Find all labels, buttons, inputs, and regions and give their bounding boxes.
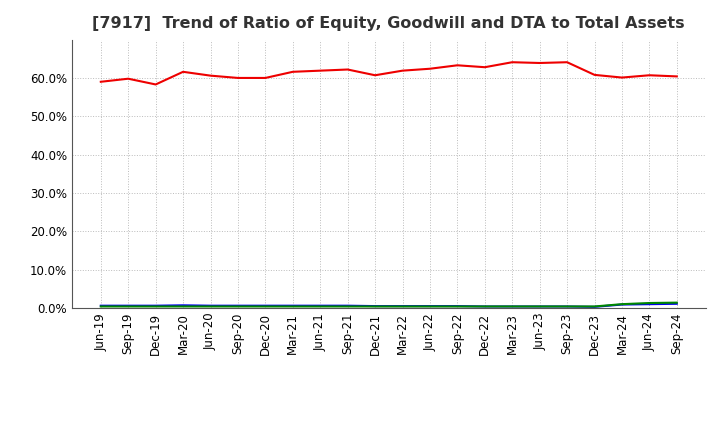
Deferred Tax Assets [536,304,544,309]
Line: Deferred Tax Assets: Deferred Tax Assets [101,303,677,307]
Deferred Tax Assets [206,304,215,309]
Equity [645,73,654,78]
Equity [453,62,462,68]
Goodwill [426,304,434,309]
Deferred Tax Assets [371,304,379,309]
Equity [179,69,187,74]
Equity [426,66,434,71]
Equity [343,67,352,72]
Deferred Tax Assets [289,304,297,309]
Deferred Tax Assets [233,304,242,309]
Equity [536,60,544,66]
Deferred Tax Assets [480,304,489,309]
Goodwill [398,304,407,309]
Goodwill [261,303,270,308]
Goodwill [206,303,215,308]
Deferred Tax Assets [645,301,654,306]
Deferred Tax Assets [179,304,187,309]
Deferred Tax Assets [96,304,105,309]
Deferred Tax Assets [563,304,572,309]
Goodwill [508,304,516,309]
Goodwill [453,304,462,309]
Equity [151,82,160,87]
Goodwill [371,304,379,309]
Equity [289,69,297,74]
Goodwill [672,301,681,306]
Goodwill [151,303,160,308]
Goodwill [536,304,544,309]
Equity [618,75,626,80]
Equity [563,59,572,65]
Equity [96,79,105,84]
Equity [316,68,325,73]
Equity [124,76,132,81]
Deferred Tax Assets [151,304,160,309]
Goodwill [480,304,489,309]
Deferred Tax Assets [261,304,270,309]
Equity [233,75,242,81]
Goodwill [179,303,187,308]
Line: Equity: Equity [101,62,677,84]
Goodwill [590,304,599,309]
Goodwill [618,302,626,307]
Equity [261,75,270,81]
Equity [371,73,379,78]
Deferred Tax Assets [343,304,352,309]
Equity [206,73,215,78]
Equity [672,74,681,79]
Equity [480,65,489,70]
Equity [398,68,407,73]
Deferred Tax Assets [398,304,407,309]
Deferred Tax Assets [124,304,132,309]
Deferred Tax Assets [618,301,626,307]
Deferred Tax Assets [453,304,462,309]
Deferred Tax Assets [316,304,325,309]
Deferred Tax Assets [590,304,599,309]
Deferred Tax Assets [508,304,516,309]
Goodwill [343,303,352,308]
Goodwill [124,303,132,308]
Goodwill [563,304,572,309]
Line: Goodwill: Goodwill [101,304,677,307]
Goodwill [645,301,654,307]
Equity [590,72,599,77]
Title: [7917]  Trend of Ratio of Equity, Goodwill and DTA to Total Assets: [7917] Trend of Ratio of Equity, Goodwil… [92,16,685,32]
Goodwill [289,303,297,308]
Equity [508,59,516,65]
Deferred Tax Assets [426,304,434,309]
Goodwill [316,303,325,308]
Deferred Tax Assets [672,300,681,305]
Goodwill [233,303,242,308]
Goodwill [96,303,105,308]
